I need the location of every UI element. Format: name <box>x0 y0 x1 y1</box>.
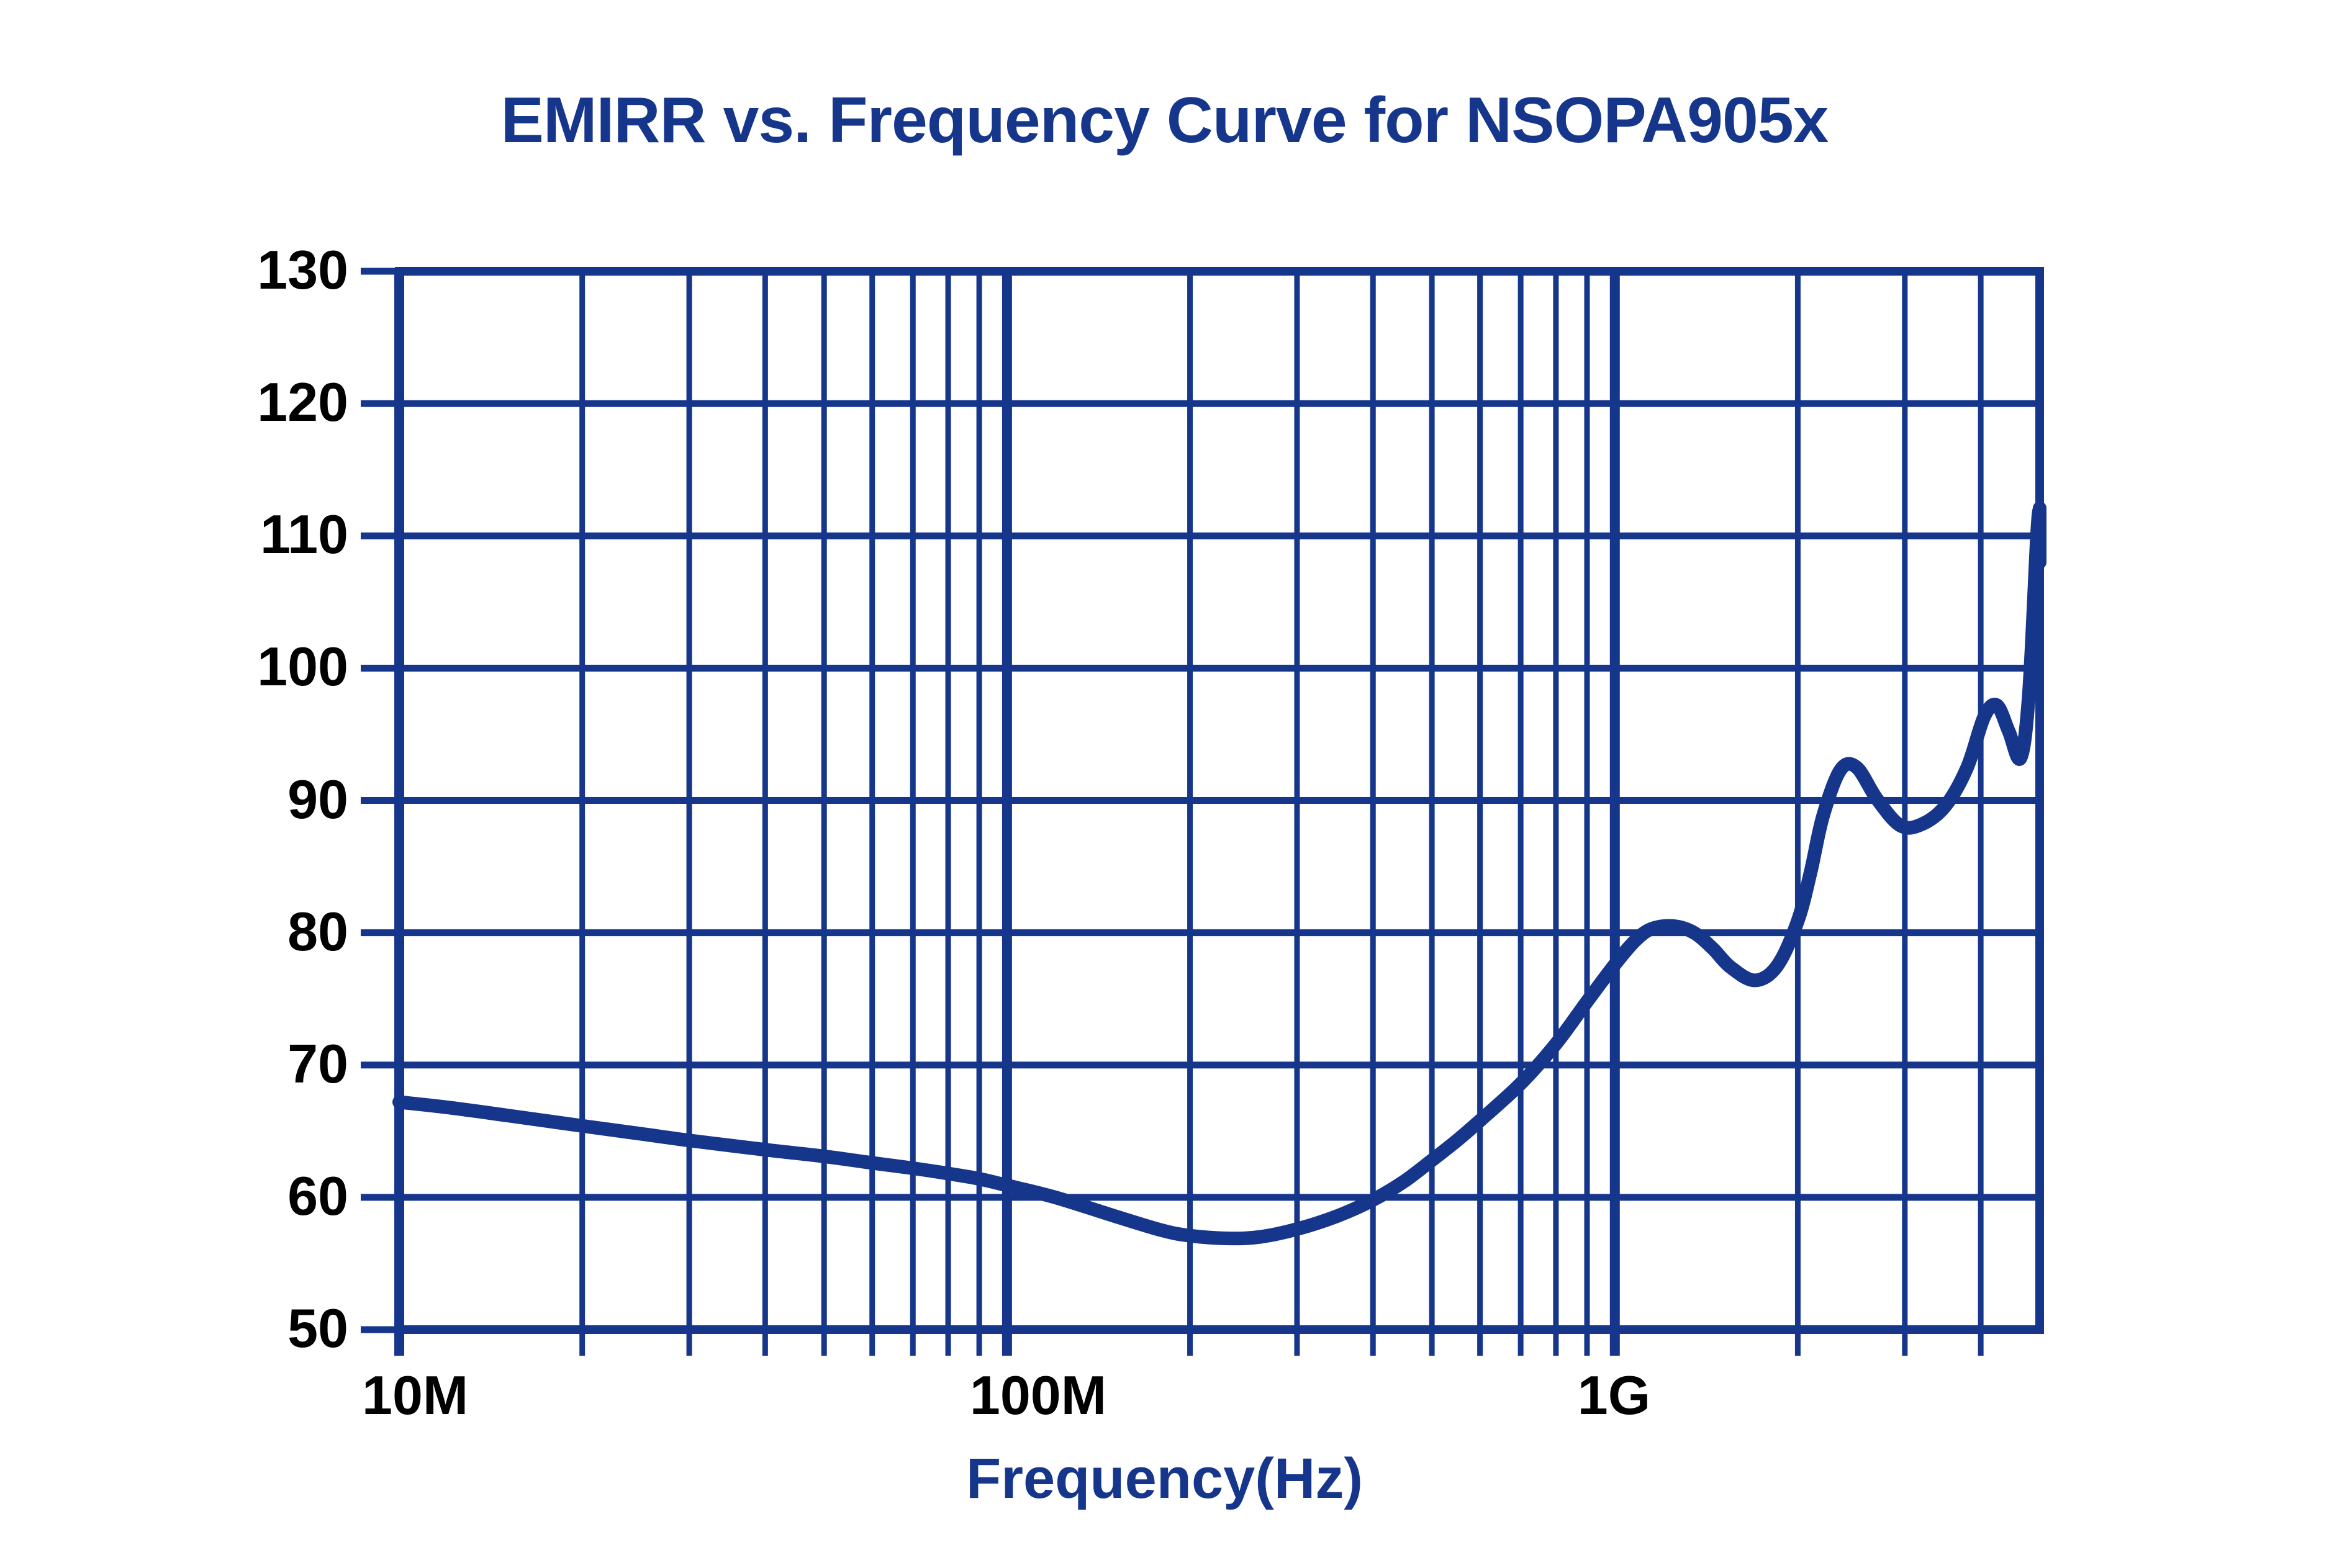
axis-tick-marks <box>361 268 1984 1356</box>
y-axis-tick-label: 70 <box>287 1032 348 1094</box>
y-axis-tick-label: 100 <box>257 636 348 698</box>
x-axis-tick-label: 1G <box>1577 1364 1651 1426</box>
y-axis-tick-label: 60 <box>287 1165 348 1227</box>
y-axis-tick-label: 120 <box>257 371 348 433</box>
x-axis-title: Frequency(Hz) <box>966 1447 1363 1510</box>
page-title: EMIRR vs. Frequency Curve for NSOPA905x <box>500 84 1829 156</box>
data-series-line <box>392 501 2046 1246</box>
x-axis-tick-label: 100M <box>969 1364 1107 1426</box>
plot-frame <box>395 267 2044 1334</box>
y-axis-tick-label: 50 <box>287 1297 348 1359</box>
y-axis-tick-label: 130 <box>257 239 348 300</box>
x-axis-tick-label: 10M <box>362 1364 469 1426</box>
y-axis-tick-label: 110 <box>260 503 348 565</box>
major-gridlines-y <box>399 268 2040 1333</box>
y-axis-tick-label: 90 <box>287 768 348 830</box>
y-axis-tick-label: 80 <box>287 900 348 962</box>
